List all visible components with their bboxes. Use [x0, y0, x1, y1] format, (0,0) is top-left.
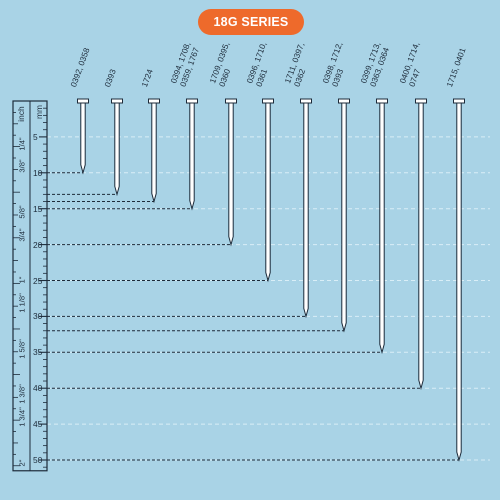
inch-tick-label: 1 1/8" — [17, 293, 27, 313]
nail — [265, 102, 271, 283]
inch-tick-label: 1 5/8" — [17, 338, 27, 359]
nail — [114, 102, 120, 197]
nail-head — [300, 98, 312, 104]
mm-tick-label: 35 — [33, 347, 43, 358]
unit-label-mm: mm — [34, 105, 44, 119]
nail-head — [111, 98, 123, 104]
nail — [303, 102, 309, 319]
mm-tick-label: 5 — [33, 131, 38, 142]
nail — [379, 102, 385, 355]
inch-tick-label: 1 3/8" — [17, 384, 27, 405]
nail-head — [338, 98, 350, 104]
series-title-badge: 18G SERIES — [198, 9, 304, 35]
inch-tick-label: 1/4" — [17, 136, 27, 151]
nail — [341, 102, 347, 333]
nail — [80, 102, 86, 175]
nail — [189, 102, 195, 211]
nail-head — [77, 98, 89, 104]
inch-tick-label: 3/8" — [17, 159, 27, 174]
mm-tick-label: 30 — [33, 311, 43, 322]
inch-tick-label: 5/8" — [17, 205, 27, 219]
nail-head — [262, 98, 274, 104]
unit-label-inch: inch — [16, 106, 26, 122]
inch-tick-label: 3/4" — [17, 228, 27, 242]
inch-tick-label: 1" — [17, 276, 27, 284]
mm-tick-label: 20 — [33, 239, 43, 250]
inch-tick-label: 1 3/4" — [17, 407, 27, 427]
mm-tick-label: 45 — [33, 419, 43, 430]
nail — [228, 102, 234, 247]
mm-tick-label: 15 — [33, 203, 43, 214]
nail-head — [376, 98, 388, 104]
nail-head — [453, 98, 465, 104]
mm-tick-label: 50 — [33, 455, 43, 465]
nail — [456, 102, 462, 462]
inch-tick-label: 2" — [17, 459, 27, 467]
nail-head — [148, 98, 160, 104]
nail — [418, 102, 424, 391]
mm-tick-label: 25 — [33, 275, 43, 286]
nail-head — [415, 98, 427, 104]
nail-head — [186, 98, 198, 104]
mm-tick-label: 10 — [33, 167, 43, 178]
mm-tick-label: 40 — [33, 383, 43, 394]
nail-head — [225, 98, 237, 104]
nail — [151, 102, 157, 204]
